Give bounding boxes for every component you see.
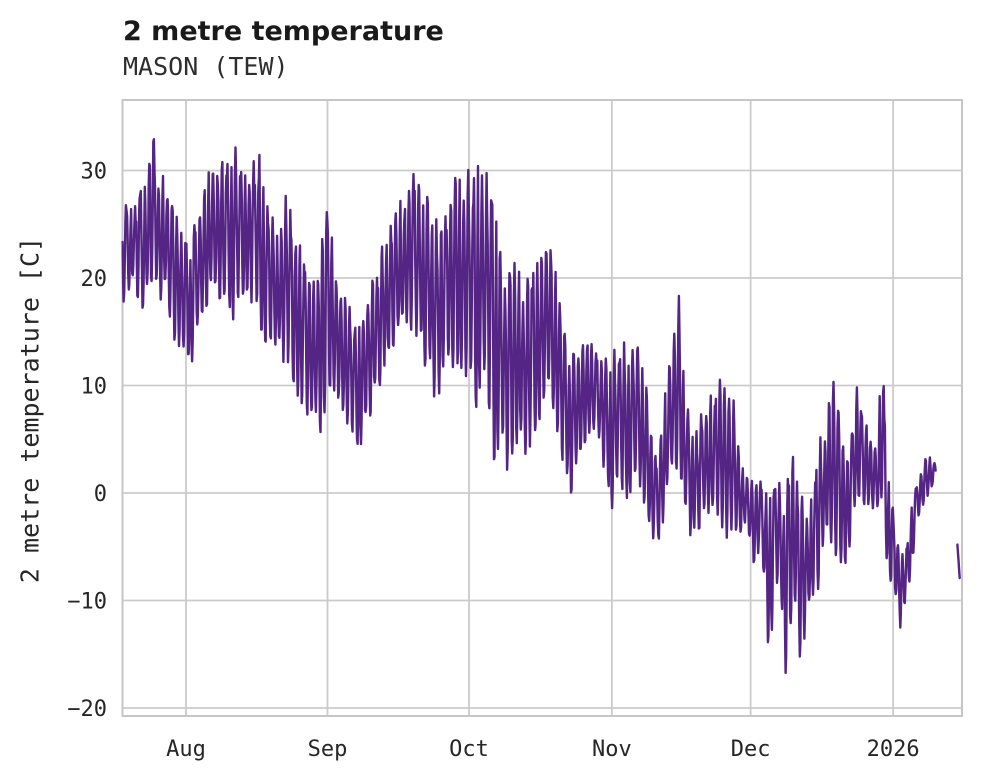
chart-subtitle: MASON (TEW) — [123, 52, 289, 81]
plot-border — [121, 99, 963, 717]
x-tick-label: 2026 — [867, 737, 920, 762]
x-tick-label: Sep — [308, 737, 348, 762]
x-tick-label: Nov — [592, 737, 632, 762]
y-tick-label: −20 — [67, 697, 107, 722]
chart-title: 2 metre temperature — [123, 16, 444, 47]
x-tick-label: Aug — [166, 737, 206, 762]
y-tick-label: 10 — [81, 375, 108, 400]
temperature-line — [121, 138, 937, 675]
x-tick-label: Dec — [731, 737, 771, 762]
y-tick-label: 0 — [94, 482, 107, 507]
y-tick-label: 20 — [81, 267, 108, 292]
y-tick-label: −10 — [67, 590, 107, 615]
temperature-line — [956, 543, 961, 580]
x-tick-label: Oct — [449, 737, 489, 762]
y-tick-label: 30 — [81, 160, 108, 185]
